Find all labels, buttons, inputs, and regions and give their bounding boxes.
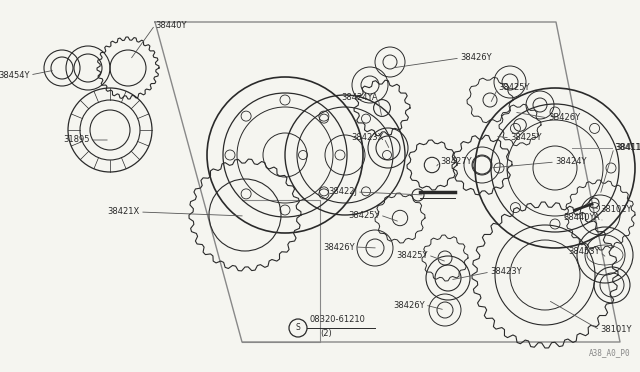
Text: 38425Y: 38425Y xyxy=(397,250,428,260)
Text: 38422J: 38422J xyxy=(328,187,357,196)
Text: 3B426Y: 3B426Y xyxy=(548,113,580,122)
Text: 38423Y: 38423Y xyxy=(490,267,522,276)
Text: 38102Y: 38102Y xyxy=(600,205,632,215)
Text: 38101Y: 38101Y xyxy=(600,326,632,334)
Text: 38426Y: 38426Y xyxy=(394,301,425,310)
Text: 38440Y: 38440Y xyxy=(155,20,186,29)
Text: S: S xyxy=(296,324,300,333)
Text: 38425Y: 38425Y xyxy=(498,83,529,93)
Text: 08320-61210: 08320-61210 xyxy=(310,315,366,324)
Text: 38426Y: 38426Y xyxy=(323,243,355,251)
Text: 38440YA: 38440YA xyxy=(563,214,600,222)
Text: 38421X: 38421X xyxy=(108,208,140,217)
Text: 38424Y: 38424Y xyxy=(555,157,586,167)
Text: 38425Y: 38425Y xyxy=(510,134,541,142)
Text: 38411Z: 38411Z xyxy=(614,144,640,153)
Text: 38424YA: 38424YA xyxy=(341,93,378,103)
Text: 38411Z: 38411Z xyxy=(615,144,640,153)
Text: 38426Y: 38426Y xyxy=(460,54,492,62)
Text: 38425Y: 38425Y xyxy=(349,211,380,219)
Text: 38453Y: 38453Y xyxy=(568,247,600,257)
Text: 38454Y: 38454Y xyxy=(0,71,30,80)
Text: 31895: 31895 xyxy=(63,135,90,144)
Text: (2): (2) xyxy=(320,329,332,338)
Text: 38427Y: 38427Y xyxy=(440,157,472,167)
Text: 38423X: 38423X xyxy=(351,134,384,142)
Text: A38_A0_P0: A38_A0_P0 xyxy=(588,348,630,357)
